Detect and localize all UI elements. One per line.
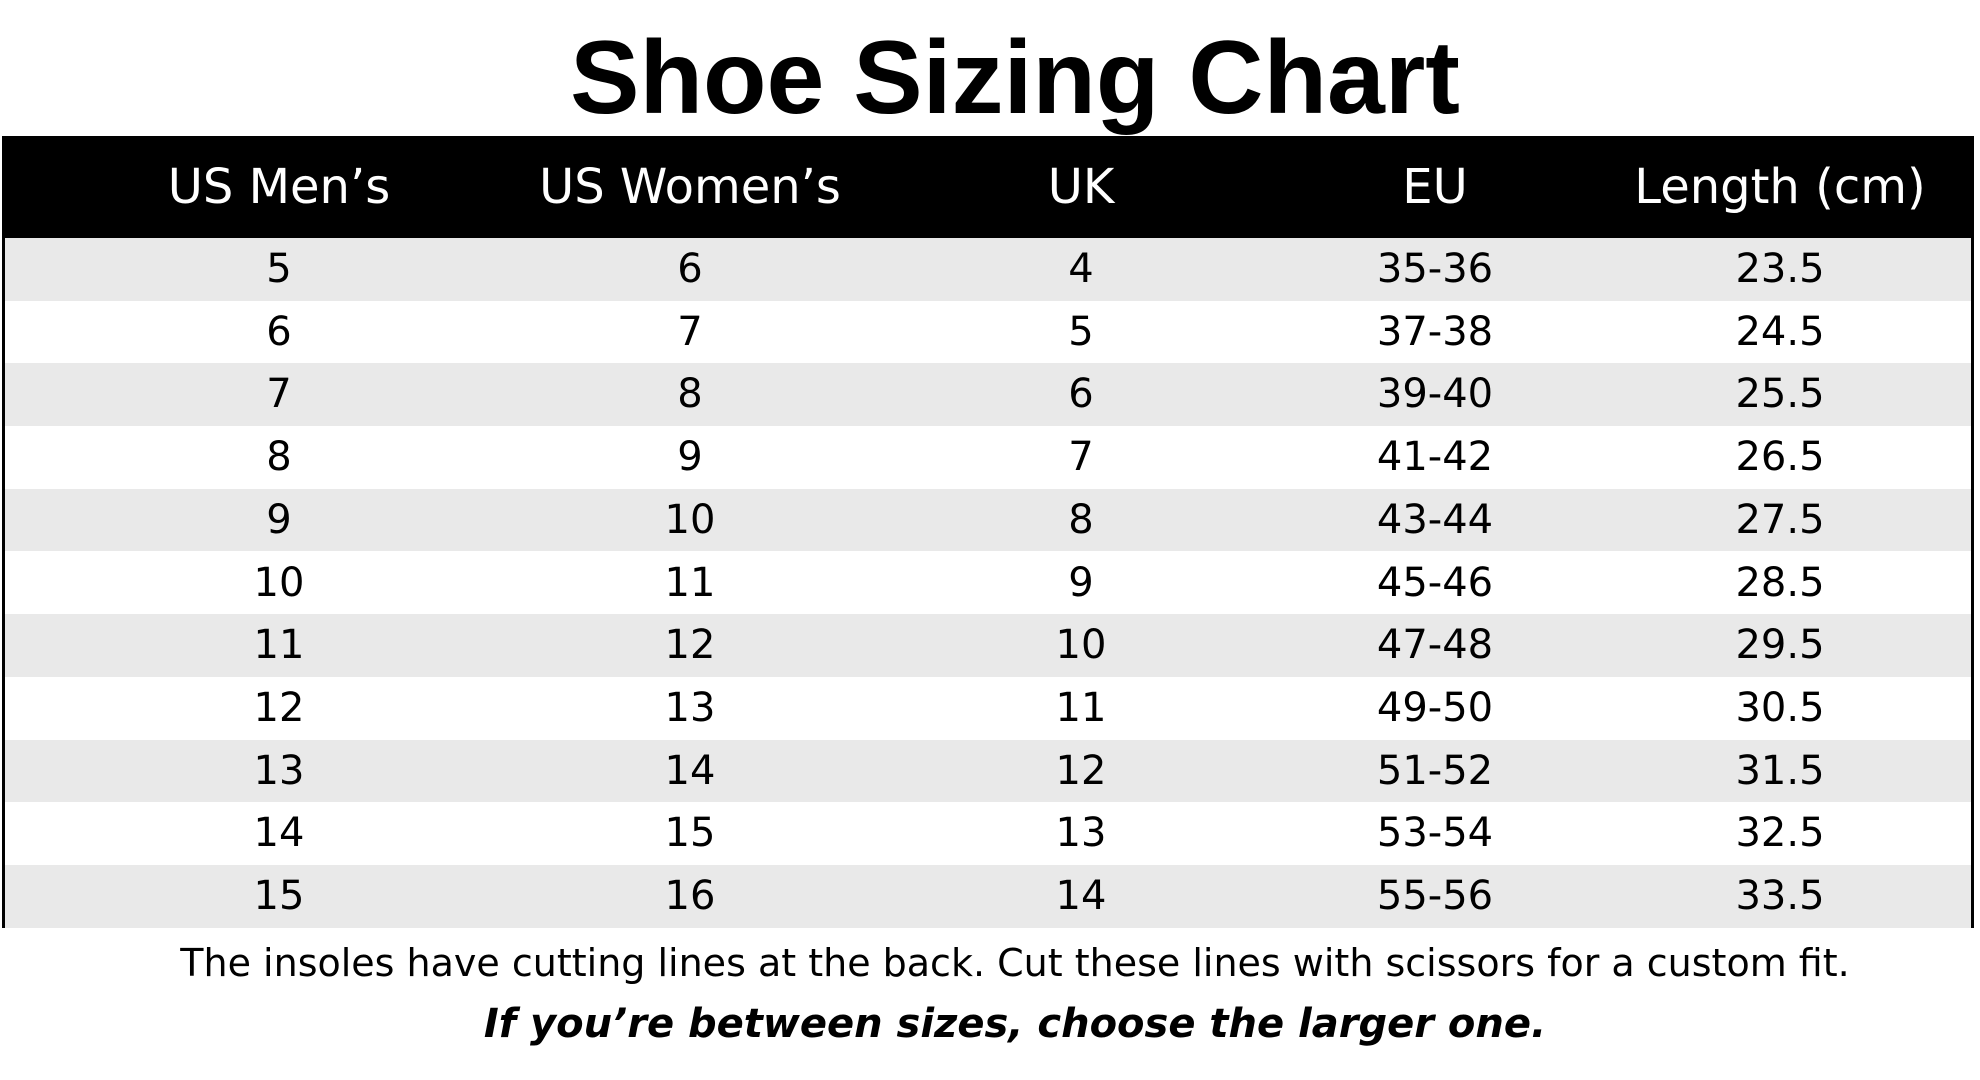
header-length-cm: Length (cm) bbox=[1634, 159, 1926, 215]
cell-uk: 12 bbox=[1055, 747, 1107, 794]
cell-eu: 39-40 bbox=[1376, 371, 1494, 418]
page-title: Shoe Sizing Chart bbox=[570, 20, 1460, 136]
cell-us-womens: 8 bbox=[677, 371, 703, 418]
table-row: 14 15 13 53-54 32.5 bbox=[5, 802, 1971, 865]
table-row: 13 14 12 51-52 31.5 bbox=[5, 739, 1971, 803]
cell-uk: 9 bbox=[1068, 559, 1094, 606]
cell-length-cm: 31.5 bbox=[1735, 747, 1825, 794]
table-header-row: US Men’s US Women’s UK EU Length (cm) bbox=[5, 136, 1971, 238]
cell-eu: 51-52 bbox=[1376, 747, 1494, 794]
cell-length-cm: 33.5 bbox=[1735, 873, 1825, 919]
cell-us-mens: 8 bbox=[266, 434, 292, 481]
cell-us-mens: 13 bbox=[253, 747, 305, 794]
cell-uk: 10 bbox=[1055, 622, 1107, 669]
table-row: 6 7 5 37-38 24.5 bbox=[5, 300, 1971, 364]
cell-uk: 4 bbox=[1068, 246, 1094, 292]
cell-us-mens: 9 bbox=[266, 496, 292, 543]
cell-us-mens: 15 bbox=[253, 873, 305, 919]
cell-length-cm: 25.5 bbox=[1735, 371, 1825, 418]
cell-uk: 5 bbox=[1068, 308, 1094, 355]
cell-uk: 13 bbox=[1055, 810, 1107, 857]
cell-length-cm: 27.5 bbox=[1735, 496, 1825, 543]
cell-eu: 45-46 bbox=[1376, 559, 1494, 606]
cell-length-cm: 26.5 bbox=[1735, 434, 1825, 481]
cell-us-womens: 6 bbox=[677, 246, 703, 292]
cell-us-womens: 13 bbox=[664, 684, 716, 731]
cell-us-womens: 16 bbox=[664, 873, 716, 919]
cell-eu: 49-50 bbox=[1376, 684, 1494, 731]
header-eu: EU bbox=[1402, 159, 1468, 215]
cell-us-womens: 9 bbox=[677, 434, 703, 481]
sizing-tip: If you’re between sizes, choose the larg… bbox=[483, 1001, 1547, 1047]
cell-eu: 47-48 bbox=[1376, 622, 1494, 669]
cell-length-cm: 28.5 bbox=[1735, 559, 1825, 606]
cell-us-mens: 6 bbox=[266, 308, 292, 355]
size-table: US Men’s US Women’s UK EU Length (cm) 5 … bbox=[2, 136, 1974, 928]
cell-uk: 6 bbox=[1068, 371, 1094, 418]
cell-eu: 43-44 bbox=[1376, 496, 1494, 543]
table-row: 5 6 4 35-36 23.5 bbox=[5, 238, 1971, 301]
cell-uk: 8 bbox=[1068, 496, 1094, 543]
table-row: 9 10 8 43-44 27.5 bbox=[5, 488, 1971, 552]
cell-us-mens: 5 bbox=[266, 246, 292, 292]
cell-uk: 11 bbox=[1055, 684, 1107, 731]
cell-uk: 14 bbox=[1055, 873, 1107, 919]
cell-length-cm: 32.5 bbox=[1735, 810, 1825, 857]
header-uk: UK bbox=[1047, 159, 1115, 215]
header-us-womens: US Women’s bbox=[539, 159, 841, 215]
cell-us-womens: 12 bbox=[664, 622, 716, 669]
table-row: 10 11 9 45-46 28.5 bbox=[5, 551, 1971, 615]
cell-length-cm: 23.5 bbox=[1735, 246, 1825, 292]
insole-cutting-note: The insoles have cutting lines at the ba… bbox=[180, 941, 1850, 985]
table-row: 7 8 6 39-40 25.5 bbox=[5, 363, 1971, 427]
cell-eu: 37-38 bbox=[1376, 308, 1494, 355]
table-row: 11 12 10 47-48 29.5 bbox=[5, 614, 1971, 677]
cell-us-mens: 7 bbox=[266, 371, 292, 418]
cell-us-mens: 11 bbox=[253, 622, 305, 669]
cell-us-womens: 14 bbox=[664, 747, 716, 794]
table-row: 15 16 14 55-56 33.5 bbox=[5, 865, 1971, 928]
cell-us-mens: 12 bbox=[253, 684, 305, 731]
cell-eu: 35-36 bbox=[1376, 246, 1494, 292]
header-us-mens: US Men’s bbox=[167, 159, 391, 215]
table-row: 8 9 7 41-42 26.5 bbox=[5, 426, 1971, 489]
cell-length-cm: 24.5 bbox=[1735, 308, 1825, 355]
cell-eu: 41-42 bbox=[1376, 434, 1494, 481]
cell-us-womens: 15 bbox=[664, 810, 716, 857]
cell-us-womens: 7 bbox=[677, 308, 703, 355]
table-row: 12 13 11 49-50 30.5 bbox=[5, 676, 1971, 740]
cell-us-mens: 14 bbox=[253, 810, 305, 857]
cell-length-cm: 30.5 bbox=[1735, 684, 1825, 731]
cell-length-cm: 29.5 bbox=[1735, 622, 1825, 669]
cell-eu: 55-56 bbox=[1376, 873, 1494, 919]
cell-us-mens: 10 bbox=[253, 559, 305, 606]
cell-eu: 53-54 bbox=[1376, 810, 1494, 857]
cell-uk: 7 bbox=[1068, 434, 1094, 481]
cell-us-womens: 10 bbox=[664, 496, 716, 543]
cell-us-womens: 11 bbox=[664, 559, 716, 606]
